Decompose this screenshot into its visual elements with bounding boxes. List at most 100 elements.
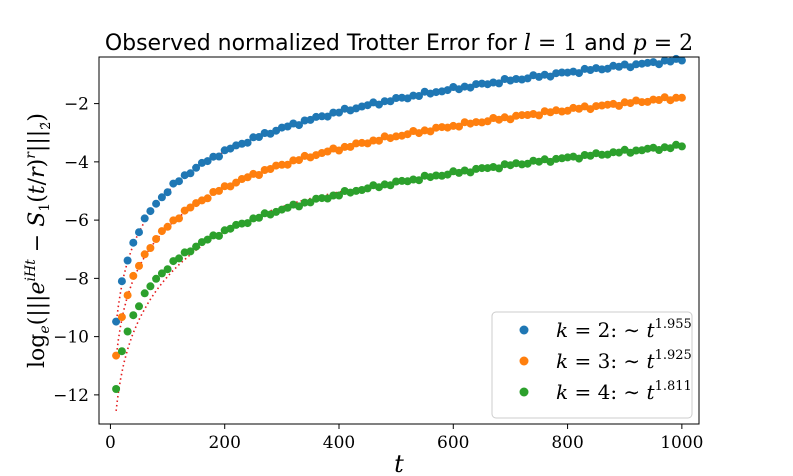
data-point <box>317 112 326 121</box>
data-point <box>380 97 389 106</box>
data-point <box>249 133 258 142</box>
data-point <box>289 156 298 165</box>
data-point <box>677 56 686 65</box>
data-point <box>157 193 166 202</box>
plot-frame <box>98 56 700 425</box>
data-point <box>552 154 561 163</box>
data-point <box>655 60 663 69</box>
data-point <box>283 160 292 169</box>
data-point <box>312 194 321 203</box>
data-point <box>317 194 326 203</box>
data-point <box>112 351 121 360</box>
data-point <box>432 88 441 97</box>
data-point <box>232 178 241 187</box>
data-point <box>312 112 321 121</box>
data-point <box>152 235 161 243</box>
data-point <box>203 235 212 244</box>
data-point <box>615 101 623 110</box>
data-point <box>512 111 521 120</box>
data-point <box>215 231 223 240</box>
data-point <box>335 146 343 155</box>
data-point <box>472 118 481 127</box>
data-point <box>535 111 543 120</box>
data-point <box>255 133 263 141</box>
data-point <box>392 177 401 186</box>
data-point <box>340 142 349 151</box>
data-point <box>129 238 138 247</box>
legend: k = 2: ∼ t1.955 k = 3: ∼ t1.925 k = 4: ∼ t… <box>491 311 693 419</box>
data-point <box>255 171 263 179</box>
data-point <box>152 274 161 283</box>
legend-marker <box>519 325 529 335</box>
data-point <box>369 136 378 145</box>
data-point <box>129 311 138 320</box>
data-point <box>203 157 212 166</box>
data-point <box>649 95 658 104</box>
data-point <box>632 60 641 69</box>
data-point <box>215 186 223 195</box>
data-point <box>392 94 401 102</box>
data-point <box>672 93 681 102</box>
data-point <box>243 219 252 228</box>
x-axis: 0 200 400 600 800 1000 <box>105 424 703 453</box>
data-point <box>209 152 218 161</box>
data-point <box>123 256 132 265</box>
data-points <box>112 54 686 393</box>
data-point <box>192 163 201 172</box>
data-point <box>163 265 172 274</box>
data-point <box>255 213 263 222</box>
data-point <box>112 317 121 326</box>
legend-marker <box>519 356 529 366</box>
legend-label: k = 3: ∼ t1.925 <box>556 348 692 373</box>
legend-box <box>491 311 693 419</box>
y-tick-label: −6 <box>64 211 89 231</box>
data-point <box>135 302 143 311</box>
x-tick-label: 400 <box>323 433 355 453</box>
data-point <box>432 123 441 132</box>
data-point <box>146 282 155 291</box>
y-tick-label: −12 <box>53 386 89 406</box>
y-axis: −12 −10 −8 −6 −4 −2 <box>53 95 99 406</box>
data-point <box>175 214 183 223</box>
title-text: Observed normalized Trotter Error for l … <box>105 31 693 56</box>
data-point <box>186 247 195 256</box>
data-point <box>146 244 155 252</box>
data-point <box>152 199 161 208</box>
chart-title: Observed normalized Trotter Error for l … <box>105 31 693 56</box>
data-point <box>140 289 149 298</box>
data-point <box>157 227 166 236</box>
data-point <box>117 347 126 356</box>
data-point <box>175 177 183 186</box>
x-tick-label: 0 <box>105 433 116 453</box>
data-point <box>329 191 338 200</box>
y-tick-label: −10 <box>53 328 89 348</box>
data-point <box>306 198 315 207</box>
x-tick-label: 1000 <box>660 433 703 453</box>
data-point <box>592 102 601 111</box>
data-point <box>323 112 332 121</box>
data-point <box>175 254 183 263</box>
data-point <box>392 132 401 141</box>
data-point <box>215 152 223 161</box>
data-point <box>557 68 566 77</box>
data-point <box>226 224 235 233</box>
data-point <box>335 191 343 200</box>
data-point <box>386 181 395 190</box>
data-point <box>517 111 526 120</box>
data-point <box>135 228 143 237</box>
data-point <box>146 207 155 216</box>
data-point <box>575 154 583 163</box>
data-point <box>335 108 343 117</box>
x-axis-label: t <box>394 450 404 476</box>
data-point <box>300 198 309 207</box>
data-point <box>637 98 646 107</box>
data-point <box>157 269 166 278</box>
data-point <box>632 146 641 155</box>
data-point <box>163 222 172 231</box>
y-tick-label: −2 <box>64 95 89 115</box>
data-point <box>117 277 126 286</box>
x-tick-label: 600 <box>437 433 469 453</box>
data-point <box>397 176 406 185</box>
data-point <box>135 261 143 270</box>
data-point <box>575 69 583 78</box>
